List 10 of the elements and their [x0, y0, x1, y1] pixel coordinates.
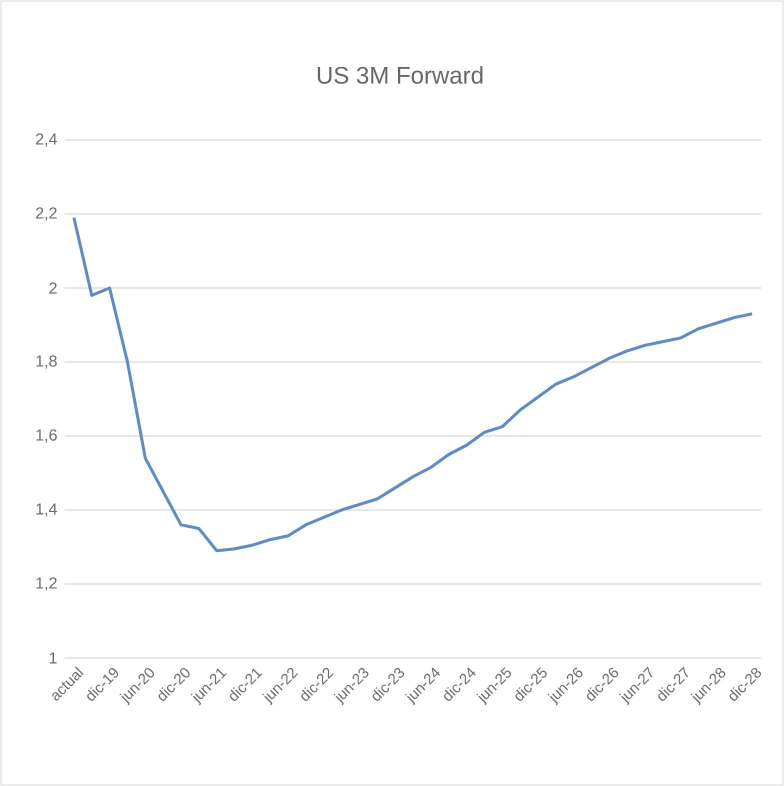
- y-tick-label: 2: [49, 282, 57, 294]
- chart-title: US 3M Forward: [318, 66, 482, 84]
- y-tick-label: 1: [50, 652, 57, 664]
- y-tick-label: 1,4: [36, 503, 57, 517]
- y-tick-label: 2,4: [36, 133, 57, 147]
- y-tick-label: 2,2: [36, 207, 57, 221]
- y-tick-label: 1,6: [36, 429, 57, 443]
- line-series: [72, 216, 754, 552]
- y-tick-label: 1,2: [36, 577, 57, 591]
- y-tick-label: 1,8: [36, 355, 57, 369]
